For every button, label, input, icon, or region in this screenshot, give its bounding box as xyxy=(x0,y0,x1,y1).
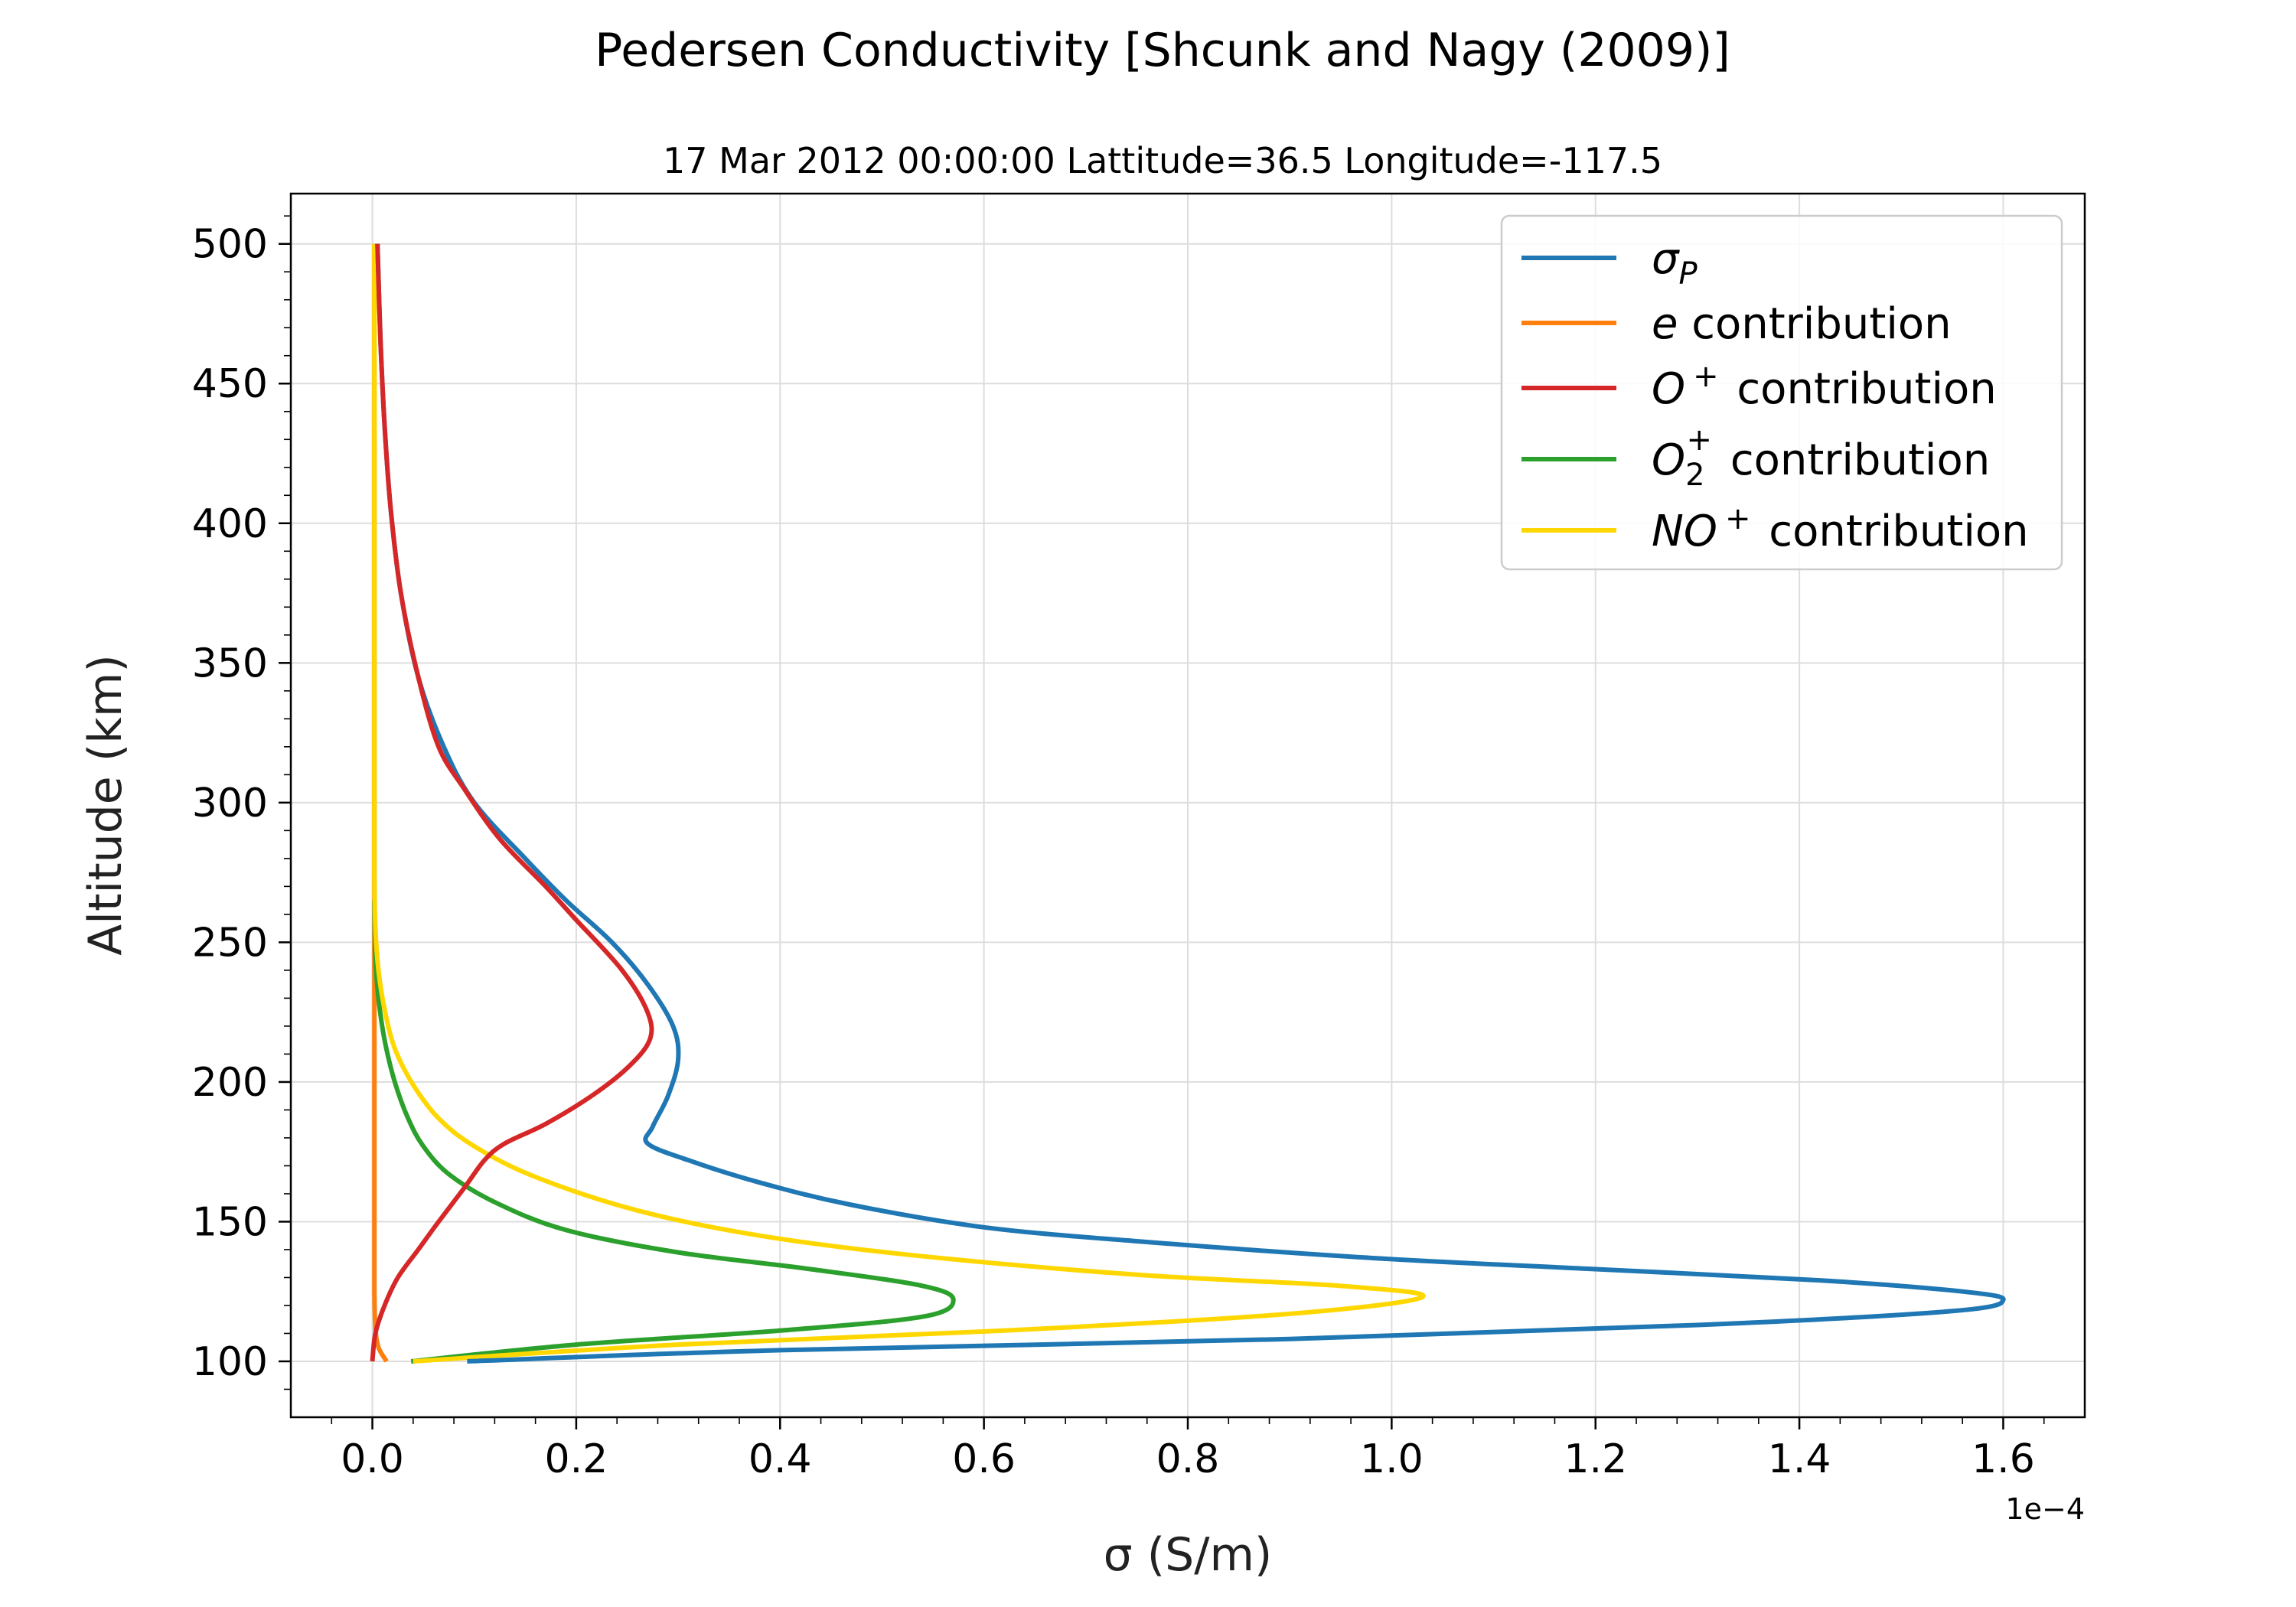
chart-subtitle: 17 Mar 2012 00:00:00 Lattitude=36.5 Long… xyxy=(663,140,1662,181)
y-tick-label: 500 xyxy=(192,222,268,268)
x-tick-label: 0.2 xyxy=(545,1436,608,1482)
series-line-p xyxy=(375,243,2006,1364)
series-line-no-contribution xyxy=(372,243,1426,1364)
legend-entry-o-contribution: O + contribution xyxy=(1652,359,1997,414)
legend-entry-o2-contribution: O2+ contribution xyxy=(1652,422,1990,493)
y-tick-label: 250 xyxy=(192,920,268,966)
plot-frame xyxy=(289,192,2086,1419)
legend-box xyxy=(1500,214,2063,571)
grid-lines xyxy=(291,194,2085,1417)
y-tick-label: 200 xyxy=(192,1060,268,1106)
series-line-o-contribution xyxy=(370,243,654,1362)
x-axis-offset-label: 1e−4 xyxy=(2005,1492,2085,1526)
y-tick-label: 400 xyxy=(192,501,268,547)
series-lines xyxy=(370,243,2006,1364)
series-line-o2-contribution xyxy=(372,900,956,1364)
y-axis-label: Altitude (km) xyxy=(79,654,132,956)
y-tick-label: 300 xyxy=(192,781,268,826)
y-axis-ticks: 100 150 200 250 300 350 400 450 500 xyxy=(192,215,291,1390)
x-axis-ticks: 0.0 0.2 0.4 0.6 0.8 1.0 1.2 1.4 1.6 xyxy=(331,1417,2045,1482)
x-tick-label: 0.4 xyxy=(748,1436,812,1482)
legend-entry-p: σP xyxy=(1652,234,1698,292)
y-tick-label: 350 xyxy=(192,641,268,686)
x-tick-label: 1.2 xyxy=(1564,1436,1627,1482)
x-tick-label: 0.6 xyxy=(952,1436,1016,1482)
chart-title: Pedersen Conductivity [Shcunk and Nagy (… xyxy=(595,24,1730,77)
x-tick-label: 0.8 xyxy=(1156,1436,1220,1482)
x-tick-label: 0.0 xyxy=(341,1436,404,1482)
y-tick-label: 150 xyxy=(192,1199,268,1245)
x-axis-label: σ (S/m) xyxy=(1104,1528,1273,1582)
x-tick-label: 1.6 xyxy=(1971,1436,2035,1482)
legend: σP e contribution O + contribution O2+ contr… xyxy=(1500,214,2063,571)
x-tick-label: 1.0 xyxy=(1360,1436,1424,1482)
x-tick-label: 1.4 xyxy=(1768,1436,1831,1482)
y-tick-label: 100 xyxy=(192,1339,268,1385)
y-tick-label: 450 xyxy=(192,361,268,407)
legend-entry-no-contribution: NO + contribution xyxy=(1652,501,2029,556)
legend-entry-e-contribution: e contribution xyxy=(1652,299,1952,349)
